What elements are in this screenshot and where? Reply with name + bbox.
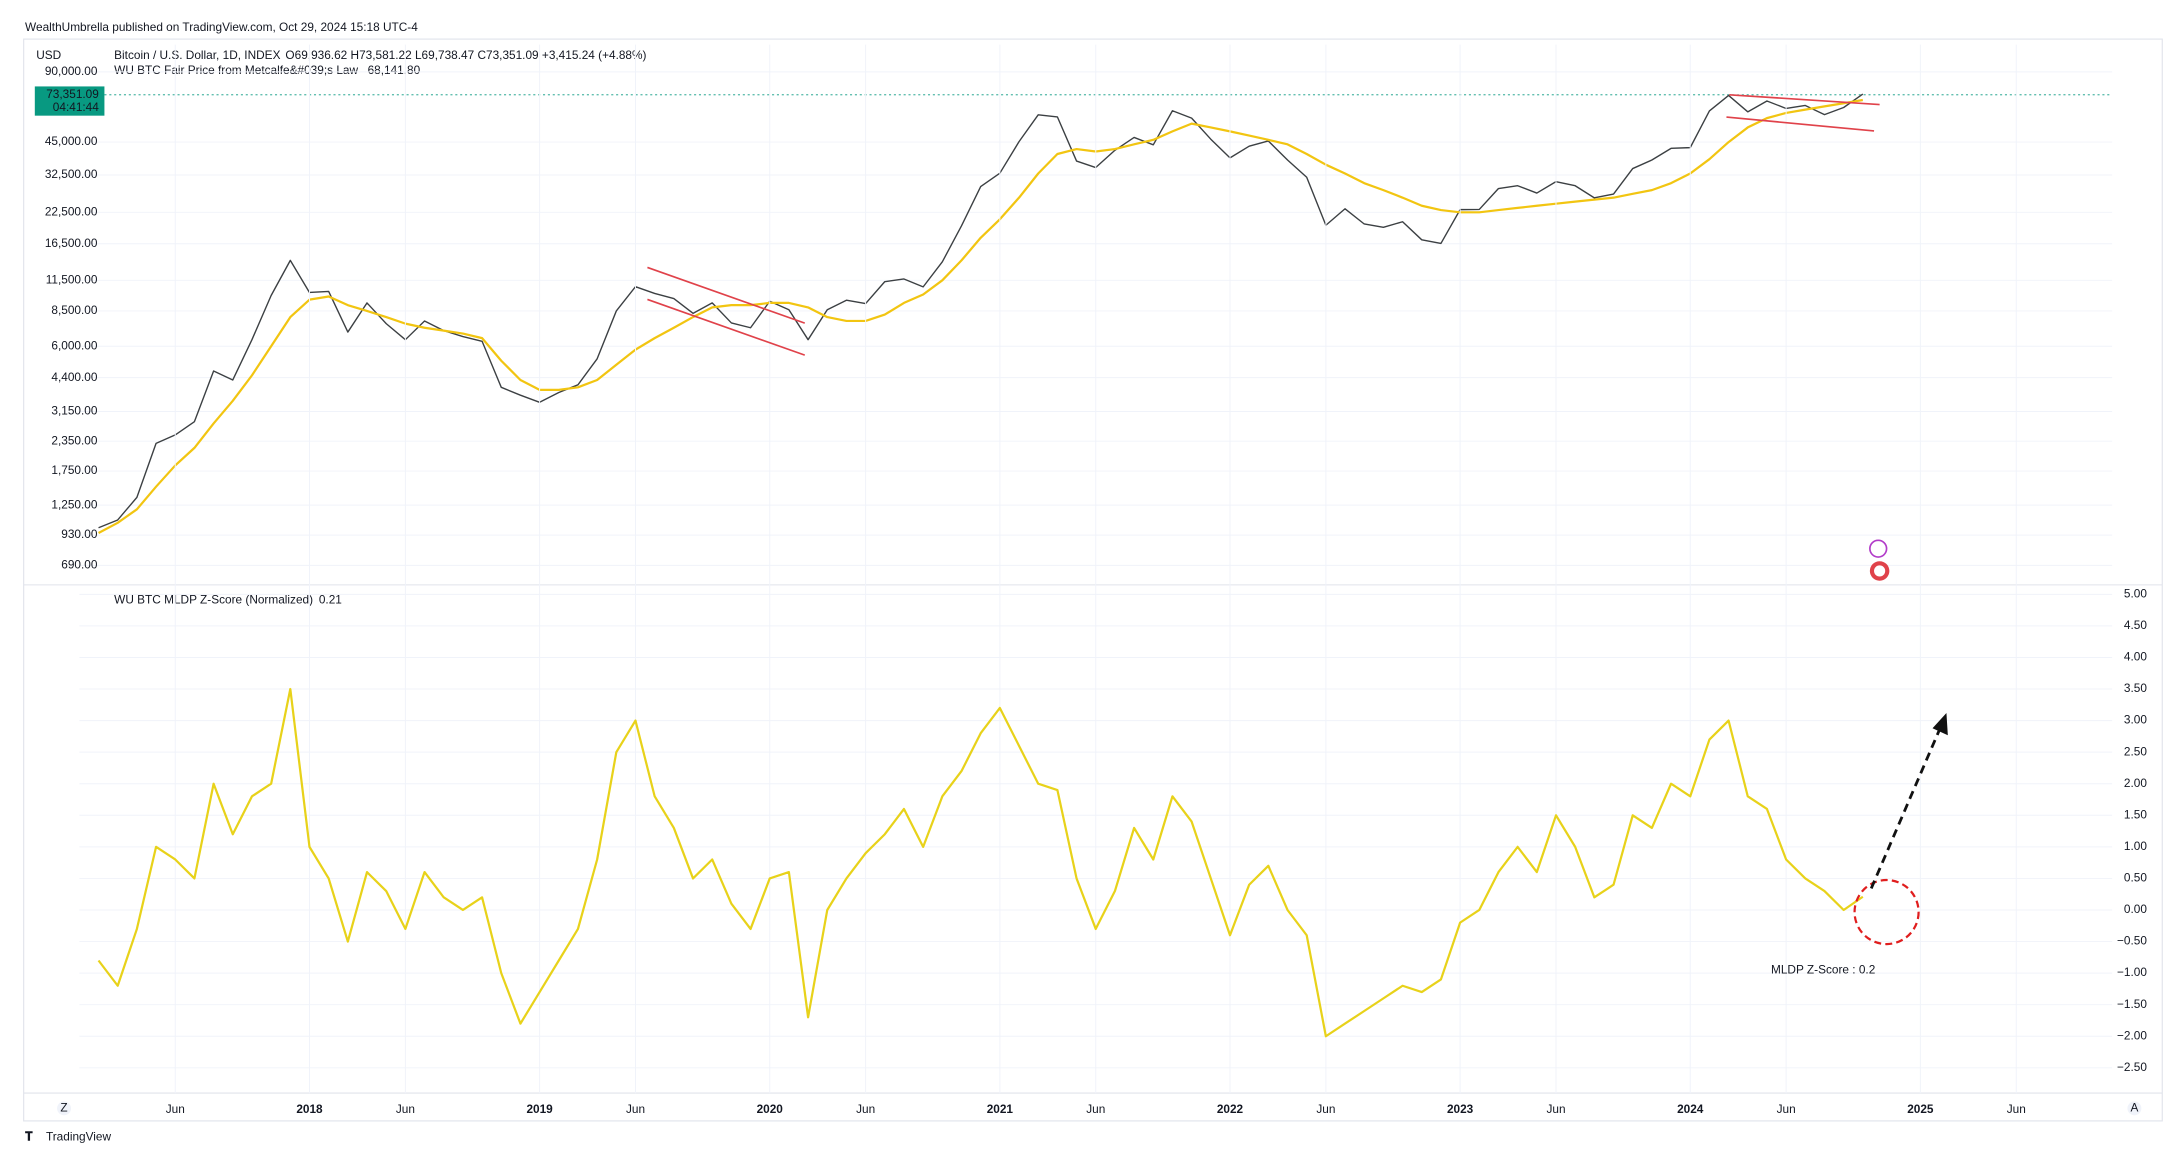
y-tick-label: 690.00	[61, 557, 98, 571]
y-tick-label: 4,400.00	[51, 370, 97, 384]
y-tick-label: 16,500.00	[45, 236, 98, 250]
x-tick-label: Jun	[856, 1102, 875, 1116]
arrow-shaft	[1869, 729, 1941, 889]
x-tick-label: 2019	[526, 1102, 553, 1116]
chart-frame	[23, 38, 2163, 1122]
trend-line	[647, 266, 806, 324]
event-icon	[1869, 539, 1888, 558]
y-tick-label: 3.00	[2124, 713, 2147, 727]
y-tick-label: 32,500.00	[45, 167, 98, 181]
y-tick-label: −0.50	[2117, 934, 2147, 948]
y-tick-label: 90,000.00	[45, 64, 98, 78]
y-tick-label: 1.50	[2124, 807, 2147, 821]
y-tick-label: 930.00	[61, 527, 98, 541]
y-tick-label: 8,500.00	[51, 303, 97, 317]
ohlc: O69,936.62 H73,581.22 L69,738.47 C73,351…	[285, 48, 646, 62]
series-line	[98, 93, 1864, 529]
y-tick-label: −2.00	[2117, 1028, 2147, 1042]
series-line	[98, 98, 1864, 534]
control-label[interactable]: A	[2130, 1101, 2138, 1115]
x-tick-label: 2025	[1907, 1102, 1934, 1116]
y-tick-label: 11,500.00	[46, 272, 98, 286]
y-tick-label: 22,500.00	[45, 204, 98, 218]
x-tick-label: Jun	[626, 1102, 645, 1116]
footer-brand: TradingView	[46, 1130, 112, 1144]
control-label[interactable]: Z	[60, 1101, 67, 1115]
control-button[interactable]	[57, 1101, 72, 1116]
y-tick-label: 3,150.00	[51, 404, 97, 418]
x-tick-label: 2022	[1217, 1102, 1244, 1116]
zscore-legend: WU BTC MLDP Z-Score (Normalized)	[114, 592, 313, 606]
y-tick-label: 3.50	[2124, 681, 2147, 695]
trend-line	[647, 298, 806, 356]
logo-mark: 𝐓	[25, 1130, 33, 1144]
y-tick-label: 2,350.00	[51, 433, 97, 447]
price-tag-price: 73,351.09	[46, 87, 99, 101]
x-tick-label: 2023	[1447, 1102, 1474, 1116]
plot-area: 90,000.00 45,000.00 32,500.00 22,500.00 16,5…	[45, 44, 2147, 1116]
y-tick-label: −1.50	[2117, 997, 2147, 1011]
x-tick-label: 2024	[1677, 1102, 1704, 1116]
y-tick-label: 5.00	[2124, 586, 2147, 600]
y-tick-label: 4.50	[2124, 618, 2147, 632]
y-tick-label: 2.50	[2124, 744, 2147, 758]
y-tick-label: 1.00	[2124, 839, 2147, 853]
x-tick-label: Jun	[1777, 1102, 1796, 1116]
indicator-last-value: 68,141.80	[368, 63, 421, 77]
drawings	[647, 93, 1948, 946]
price-tag	[34, 86, 105, 116]
symbol-title: Bitcoin / U.S. Dollar, 1D, INDEX	[114, 48, 280, 62]
y-tick-label: 4.00	[2124, 650, 2147, 664]
y-tick-label: 1,250.00	[51, 497, 97, 511]
y-tick-label: −1.00	[2117, 965, 2147, 979]
trend-line	[1729, 93, 1880, 106]
trend-line	[1726, 116, 1875, 132]
x-tick-label: Jun	[1316, 1102, 1335, 1116]
y-tick-label: 45,000.00	[45, 134, 98, 148]
y-tick-label: −2.50	[2117, 1060, 2147, 1074]
series-line	[97, 687, 1864, 1038]
y-tick-label: 1,750.00	[51, 463, 97, 477]
control-button[interactable]	[2127, 1101, 2142, 1116]
price-tag-countdown: 04:41:44	[53, 100, 99, 114]
x-tick-label: Jun	[396, 1102, 415, 1116]
zscore-last-value: 0.21	[319, 592, 342, 606]
y-tick-label: 2.00	[2124, 776, 2147, 790]
indicator-legend: WU BTC Fair Price from Metcalfe&#039;s L…	[114, 63, 358, 77]
publisher: WealthUmbrella published on TradingView.…	[25, 20, 418, 34]
event-icon	[1874, 565, 1886, 577]
y-tick-label: 0.50	[2124, 871, 2147, 885]
x-tick-label: 2020	[757, 1102, 784, 1116]
x-tick-label: Jun	[2007, 1102, 2026, 1116]
x-tick-label: Jun	[1546, 1102, 1565, 1116]
y-tick-label: 6,000.00	[51, 338, 97, 352]
currency: USD	[36, 48, 61, 62]
highlight-circle	[1853, 878, 1920, 946]
x-tick-label: 2021	[987, 1102, 1014, 1116]
annotation: MLDP Z-Score : 0.2	[1771, 963, 1875, 977]
arrow-head	[1932, 712, 1948, 736]
y-tick-label: 0.00	[2124, 902, 2147, 916]
x-tick-label: Jun	[166, 1102, 185, 1116]
x-tick-label: 2018	[296, 1102, 323, 1116]
x-tick-label: Jun	[1086, 1102, 1105, 1116]
